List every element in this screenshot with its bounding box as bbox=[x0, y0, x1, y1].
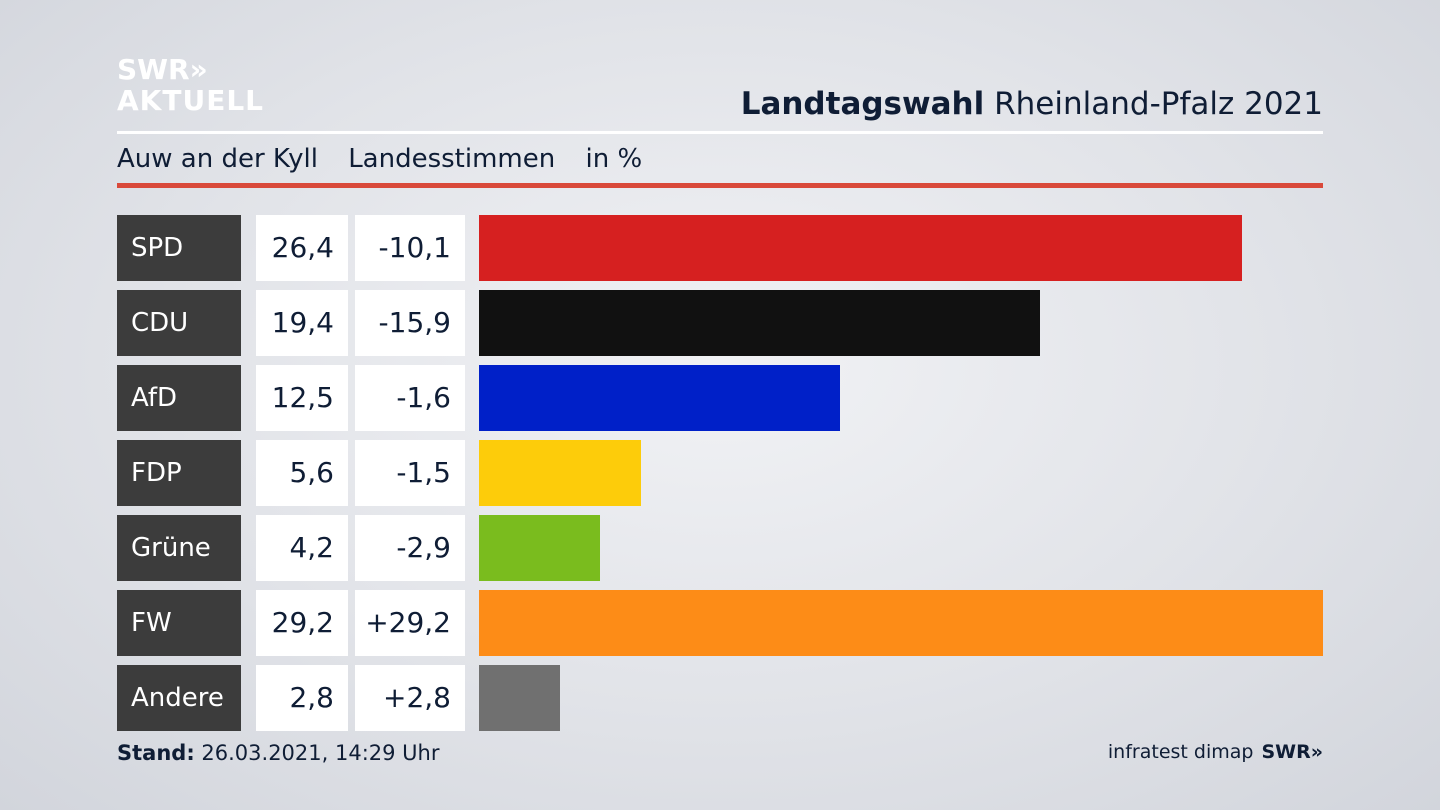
timestamp: Stand: 26.03.2021, 14:29 Uhr bbox=[117, 741, 440, 765]
data-label-value: 12,5 bbox=[256, 365, 348, 431]
chart-row: CDU 19,4 -15,9 bbox=[117, 290, 1323, 356]
subtitle-unit: in % bbox=[585, 144, 643, 174]
chart-row: Andere 2,8 +2,8 bbox=[117, 665, 1323, 731]
chart-row: Grüne 4,2 -2,9 bbox=[117, 515, 1323, 581]
bar bbox=[479, 290, 1040, 356]
party-label: AfD bbox=[117, 365, 241, 431]
logo-line-1: SWR» bbox=[117, 53, 208, 86]
subtitle-place: Auw an der Kyll bbox=[117, 144, 318, 174]
chart-row: AfD 12,5 -1,6 bbox=[117, 365, 1323, 431]
data-label-change: -10,1 bbox=[355, 215, 465, 281]
chart-subtitle: Auw an der Kyll Landesstimmen in % bbox=[117, 144, 664, 174]
subtitle-vote-type: Landesstimmen bbox=[348, 144, 556, 174]
source-text: infratest dimap bbox=[1107, 741, 1254, 763]
header-divider bbox=[117, 131, 1323, 134]
bar bbox=[479, 365, 840, 431]
data-label-value: 26,4 bbox=[256, 215, 348, 281]
chart-row: SPD 26,4 -10,1 bbox=[117, 215, 1323, 281]
party-label: CDU bbox=[117, 290, 241, 356]
party-label: Andere bbox=[117, 665, 241, 731]
data-label-value: 5,6 bbox=[256, 440, 348, 506]
chart-row: FDP 5,6 -1,5 bbox=[117, 440, 1323, 506]
source-credit: infratest dimap SWR» bbox=[1108, 741, 1323, 763]
data-label-value: 29,2 bbox=[256, 590, 348, 656]
data-label-change: +29,2 bbox=[355, 590, 465, 656]
bar bbox=[479, 515, 600, 581]
chart-title: Landtagswahl Rheinland-Pfalz 2021 bbox=[741, 86, 1323, 122]
chart-row: FW 29,2 +29,2 bbox=[117, 590, 1323, 656]
party-label: SPD bbox=[117, 215, 241, 281]
title-rest: Rheinland-Pfalz 2021 bbox=[984, 86, 1323, 122]
bar bbox=[479, 440, 641, 506]
stand-label: Stand: bbox=[117, 741, 195, 765]
stand-value: 26.03.2021, 14:29 Uhr bbox=[194, 741, 440, 765]
swr-logo-small: SWR» bbox=[1261, 741, 1323, 763]
data-label-value: 4,2 bbox=[256, 515, 348, 581]
party-label: Grüne bbox=[117, 515, 241, 581]
subtitle-divider bbox=[117, 183, 1323, 188]
data-label-change: -2,9 bbox=[355, 515, 465, 581]
bar bbox=[479, 665, 560, 731]
bar bbox=[479, 590, 1323, 656]
party-label: FW bbox=[117, 590, 241, 656]
data-label-change: -15,9 bbox=[355, 290, 465, 356]
bar bbox=[479, 215, 1242, 281]
data-label-change: -1,6 bbox=[355, 365, 465, 431]
title-bold: Landtagswahl bbox=[740, 86, 985, 122]
swr-aktuell-logo: SWR» AKTUELL bbox=[117, 54, 264, 116]
data-label-value: 19,4 bbox=[256, 290, 348, 356]
data-label-change: -1,5 bbox=[355, 440, 465, 506]
party-label: FDP bbox=[117, 440, 241, 506]
data-label-value: 2,8 bbox=[256, 665, 348, 731]
data-label-change: +2,8 bbox=[355, 665, 465, 731]
logo-line-2: AKTUELL bbox=[117, 84, 265, 117]
